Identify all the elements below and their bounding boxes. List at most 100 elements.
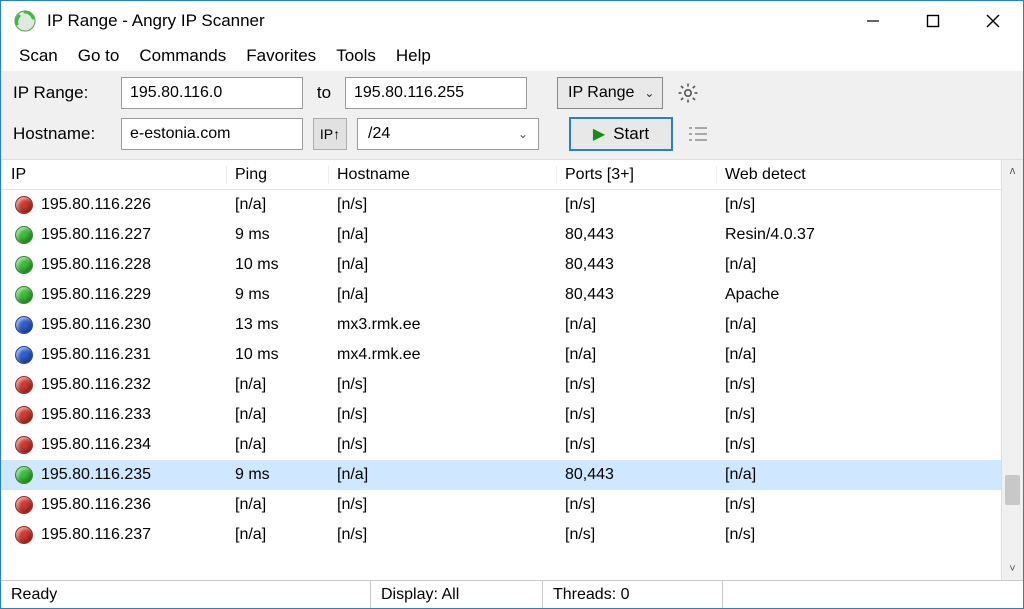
chevron-down-icon: ⌄ xyxy=(518,127,528,141)
cell-web: Apache xyxy=(717,286,1001,304)
cell-ping: [n/a] xyxy=(227,376,329,394)
cell-ping: 9 ms xyxy=(227,466,329,484)
column-header-ports[interactable]: Ports [3+] xyxy=(557,166,717,184)
cell-ip: 195.80.116.234 xyxy=(41,436,151,454)
app-window: IP Range - Angry IP Scanner ScanGo toCom… xyxy=(0,0,1024,609)
cell-hostname: [n/s] xyxy=(329,526,557,544)
cell-hostname: [n/s] xyxy=(329,496,557,514)
table-row[interactable]: 195.80.116.236[n/a][n/s][n/s][n/s] xyxy=(1,490,1001,520)
results-table: IP Ping Hostname Ports [3+] Web detect 1… xyxy=(1,160,1023,580)
cell-ports: 80,443 xyxy=(557,286,717,304)
cell-ports: [n/s] xyxy=(557,196,717,214)
statusbar: Ready Display: All Threads: 0 xyxy=(1,580,1023,608)
status-dot-green xyxy=(15,256,33,274)
close-button[interactable] xyxy=(963,1,1023,41)
cell-ping: 13 ms xyxy=(227,316,329,334)
to-label: to xyxy=(313,83,335,103)
cell-web: Resin/4.0.37 xyxy=(717,226,1001,244)
column-header-ping[interactable]: Ping xyxy=(227,166,329,184)
toolbar-row-1: IP Range: to IP Range ⌄ xyxy=(13,77,1011,109)
ip-range-label: IP Range: xyxy=(13,83,111,103)
cell-web: [n/s] xyxy=(717,406,1001,424)
table-row[interactable]: 195.80.116.226[n/a][n/s][n/s][n/s] xyxy=(1,190,1001,220)
menu-go-to[interactable]: Go to xyxy=(70,43,128,69)
cell-ports: [n/s] xyxy=(557,376,717,394)
cell-ip: 195.80.116.232 xyxy=(41,376,151,394)
cell-ports: 80,443 xyxy=(557,256,717,274)
table-row[interactable]: 195.80.116.233[n/a][n/s][n/s][n/s] xyxy=(1,400,1001,430)
scroll-track[interactable] xyxy=(1002,182,1023,558)
cell-ports: [n/s] xyxy=(557,526,717,544)
scroll-thumb[interactable] xyxy=(1005,475,1020,505)
cell-ping: 10 ms xyxy=(227,256,329,274)
cell-ip: 195.80.116.233 xyxy=(41,406,151,424)
cell-ip: 195.80.116.228 xyxy=(41,256,151,274)
cell-ports: [n/s] xyxy=(557,496,717,514)
cell-hostname: [n/s] xyxy=(329,196,557,214)
settings-button[interactable] xyxy=(673,78,703,108)
table-row[interactable]: 195.80.116.23110 msmx4.rmk.ee[n/a][n/a] xyxy=(1,340,1001,370)
table-header: IP Ping Hostname Ports [3+] Web detect xyxy=(1,160,1001,190)
status-dot-green xyxy=(15,466,33,484)
cell-web: [n/s] xyxy=(717,496,1001,514)
cell-ip: 195.80.116.237 xyxy=(41,526,151,544)
table-body: 195.80.116.226[n/a][n/s][n/s][n/s]195.80… xyxy=(1,190,1001,550)
ip-start-input[interactable] xyxy=(121,77,303,109)
table-row[interactable]: 195.80.116.232[n/a][n/s][n/s][n/s] xyxy=(1,370,1001,400)
hostname-input[interactable] xyxy=(121,118,303,150)
chevron-down-icon: ⌄ xyxy=(644,86,654,100)
column-header-web[interactable]: Web detect xyxy=(717,166,1001,184)
menu-tools[interactable]: Tools xyxy=(328,43,384,69)
netmask-select[interactable]: /24 ⌄ xyxy=(357,118,539,150)
cell-ports: 80,443 xyxy=(557,226,717,244)
table-row[interactable]: 195.80.116.2359 ms[n/a]80,443[n/a] xyxy=(1,460,1001,490)
feeder-combo[interactable]: IP Range ⌄ xyxy=(557,77,663,109)
menu-favorites[interactable]: Favorites xyxy=(238,43,324,69)
table-row[interactable]: 195.80.116.2299 ms[n/a]80,443Apache xyxy=(1,280,1001,310)
menu-help[interactable]: Help xyxy=(388,43,439,69)
status-dot-blue xyxy=(15,316,33,334)
cell-web: [n/a] xyxy=(717,316,1001,334)
status-display: Display: All xyxy=(371,581,543,608)
start-button[interactable]: ▶ Start xyxy=(569,117,673,151)
maximize-button[interactable] xyxy=(903,1,963,41)
cell-ip: 195.80.116.235 xyxy=(41,466,151,484)
column-header-hostname[interactable]: Hostname xyxy=(329,166,557,184)
gear-icon xyxy=(676,81,700,105)
titlebar: IP Range - Angry IP Scanner xyxy=(1,1,1023,41)
menu-commands[interactable]: Commands xyxy=(131,43,234,69)
cell-ports: [n/a] xyxy=(557,346,717,364)
cell-ping: [n/a] xyxy=(227,196,329,214)
fetchers-button[interactable] xyxy=(683,119,713,149)
ip-up-label: IP↑ xyxy=(320,126,340,142)
window-title: IP Range - Angry IP Scanner xyxy=(47,11,265,31)
column-header-ip[interactable]: IP xyxy=(1,166,227,184)
cell-web: [n/s] xyxy=(717,436,1001,454)
cell-ip: 195.80.116.229 xyxy=(41,286,151,304)
status-dot-red xyxy=(15,436,33,454)
cell-ping: [n/a] xyxy=(227,436,329,454)
cell-hostname: [n/a] xyxy=(329,226,557,244)
cell-ping: 9 ms xyxy=(227,286,329,304)
table-row[interactable]: 195.80.116.2279 ms[n/a]80,443Resin/4.0.3… xyxy=(1,220,1001,250)
table-row[interactable]: 195.80.116.23013 msmx3.rmk.ee[n/a][n/a] xyxy=(1,310,1001,340)
cell-hostname: mx4.rmk.ee xyxy=(329,346,557,364)
cell-hostname: [n/a] xyxy=(329,466,557,484)
scroll-up-icon[interactable]: ʌ xyxy=(1010,160,1016,182)
table-row[interactable]: 195.80.116.237[n/a][n/s][n/s][n/s] xyxy=(1,520,1001,550)
cell-ping: 9 ms xyxy=(227,226,329,244)
vertical-scrollbar[interactable]: ʌ ˅ xyxy=(1001,160,1023,580)
status-dot-red xyxy=(15,526,33,544)
cell-web: [n/a] xyxy=(717,466,1001,484)
table-row[interactable]: 195.80.116.234[n/a][n/s][n/s][n/s] xyxy=(1,430,1001,460)
cell-ip: 195.80.116.236 xyxy=(41,496,151,514)
minimize-button[interactable] xyxy=(843,1,903,41)
table-row[interactable]: 195.80.116.22810 ms[n/a]80,443[n/a] xyxy=(1,250,1001,280)
ip-end-input[interactable] xyxy=(345,77,527,109)
status-empty xyxy=(723,581,1023,608)
ip-up-button[interactable]: IP↑ xyxy=(313,118,347,150)
status-threads: Threads: 0 xyxy=(543,581,723,608)
menu-scan[interactable]: Scan xyxy=(11,43,66,69)
cell-hostname: [n/s] xyxy=(329,376,557,394)
scroll-down-icon[interactable]: ˅ xyxy=(1009,558,1015,580)
